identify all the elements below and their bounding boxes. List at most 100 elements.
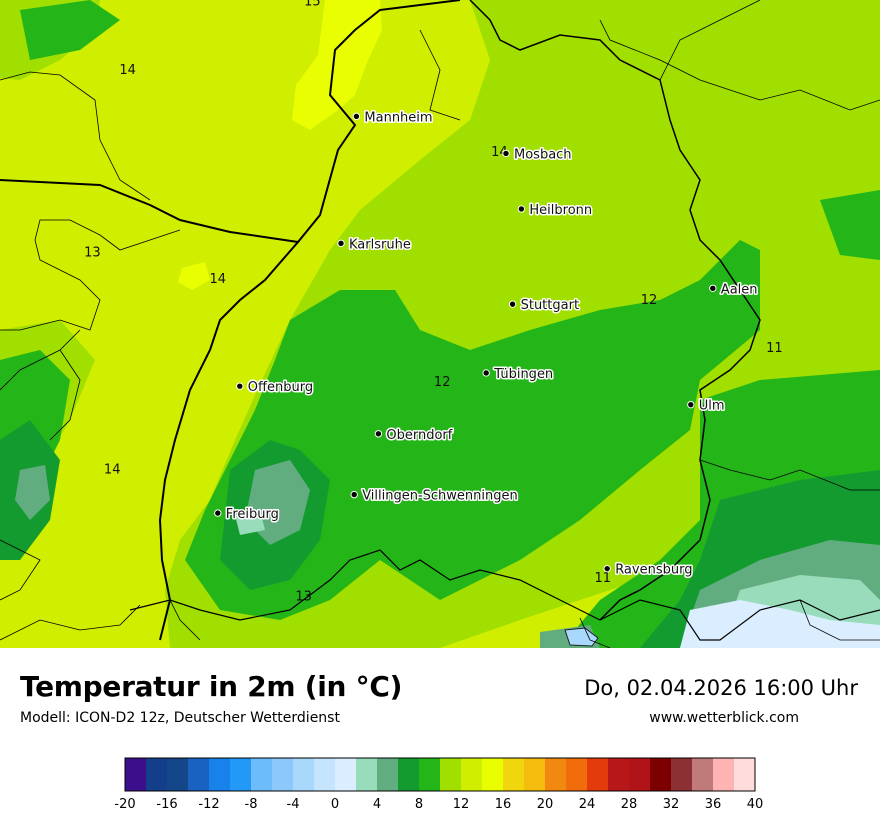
city-label: Mosbach bbox=[514, 147, 572, 162]
field-10-nw bbox=[20, 0, 120, 60]
border-switzerland bbox=[129, 549, 601, 621]
colorbar-tick-label: 36 bbox=[705, 797, 722, 812]
website-link[interactable]: www.wetterblick.com bbox=[649, 710, 799, 726]
city-marker bbox=[709, 284, 717, 292]
field-10-ne bbox=[820, 190, 880, 260]
footer: -20 -16 -12 -8 -4 0 4 8 12 16 20 24 28 32 36 40 Tempera… bbox=[0, 648, 880, 830]
colorbar-swatch bbox=[713, 758, 735, 791]
colorbar-swatch bbox=[461, 758, 483, 791]
colorbar-swatch bbox=[188, 758, 210, 791]
colorbar-swatch bbox=[734, 758, 756, 791]
regional-line-7 bbox=[0, 604, 141, 641]
city-marker bbox=[482, 369, 490, 377]
city-label: Stuttgart bbox=[521, 298, 579, 313]
colorbar-tick-label: 0 bbox=[331, 797, 339, 812]
colorbar-swatch bbox=[692, 758, 714, 791]
colorbar-swatch bbox=[356, 758, 378, 791]
field-6-w bbox=[15, 465, 50, 520]
regional-line-13 bbox=[799, 599, 880, 641]
temperature-field bbox=[0, 0, 880, 648]
colorbar-swatch bbox=[482, 758, 504, 791]
colorbar-tick-label: -16 bbox=[156, 797, 177, 812]
colorbar-tick-label: -4 bbox=[287, 797, 300, 812]
city-label: Heilbronn bbox=[529, 203, 592, 218]
city-label: Karlsruhe bbox=[349, 237, 411, 252]
border-austria bbox=[599, 599, 880, 641]
isotherm-label: 14 bbox=[210, 272, 227, 287]
colorbar-swatch bbox=[230, 758, 252, 791]
colorbar-tick-label: -12 bbox=[198, 797, 219, 812]
isotherm-label: 11 bbox=[766, 341, 783, 356]
borders bbox=[0, 0, 880, 648]
colorbar-frame bbox=[124, 757, 756, 792]
colorbar-swatch bbox=[545, 758, 567, 791]
regional-line-9 bbox=[599, 19, 880, 111]
city-marker bbox=[687, 400, 695, 409]
isotherm-label: 15 bbox=[304, 0, 321, 9]
colorbar-swatch bbox=[419, 758, 441, 791]
field-10-blackforest bbox=[185, 240, 760, 620]
city-marker bbox=[374, 430, 383, 438]
temperature-map: 15 14 14 13 14 12 11 12 14 11 13 Mannheim Mosbach He… bbox=[0, 0, 880, 648]
colorbar-swatch bbox=[629, 758, 651, 791]
colorbar-swatch bbox=[335, 758, 357, 791]
colorbar-tick-label: -20 bbox=[114, 797, 135, 812]
colorbar-tick-label: 32 bbox=[663, 797, 680, 812]
regional-line-11 bbox=[699, 459, 880, 491]
isotherm-label: 14 bbox=[119, 63, 136, 78]
colorbar-tick-label: -8 bbox=[245, 797, 258, 812]
regional-line-10 bbox=[659, 0, 761, 81]
city-label: Mannheim bbox=[364, 110, 432, 125]
city-label: Freiburg bbox=[226, 507, 279, 522]
regional-line-8 bbox=[419, 29, 461, 121]
city-marker bbox=[517, 205, 526, 213]
colorbar-swatch bbox=[293, 758, 315, 791]
colorbar-swatch bbox=[125, 758, 147, 791]
regional-line-4 bbox=[0, 329, 81, 391]
city-marker bbox=[350, 490, 358, 499]
regional-line-5 bbox=[49, 349, 81, 441]
colorbar-swatch bbox=[314, 758, 336, 791]
colorbar-swatch bbox=[272, 758, 294, 791]
city-label: Aalen bbox=[721, 282, 758, 297]
city-label: Oberndorf bbox=[386, 428, 452, 443]
colorbar-swatch bbox=[440, 758, 462, 791]
regional-line-14 bbox=[169, 599, 201, 641]
colorbar-swatch bbox=[251, 758, 273, 791]
city-marker bbox=[236, 382, 244, 390]
colorbar-swatch bbox=[209, 758, 231, 791]
city-marker bbox=[337, 239, 345, 248]
isotherm-label: 12 bbox=[641, 293, 658, 308]
colorbar-ticks: -20 -16 -12 -8 -4 0 4 8 12 16 20 24 28 32 36 40 bbox=[114, 797, 763, 812]
field-4-feldberg bbox=[235, 510, 265, 535]
colorbar-tick-label: 16 bbox=[495, 797, 512, 812]
city-marker bbox=[502, 149, 510, 158]
forecast-datetime: Do, 02.04.2026 16:00 Uhr bbox=[584, 676, 858, 700]
city-markers: Mannheim Mosbach Heilbronn Karlsruhe Aalen St… bbox=[214, 109, 759, 579]
regional-line-12 bbox=[579, 617, 611, 648]
isotherm-label: 14 bbox=[491, 145, 508, 160]
field-warm-rhine-south bbox=[178, 262, 210, 290]
city-marker bbox=[508, 300, 517, 308]
colorbar-swatch bbox=[608, 758, 630, 791]
colorbar-tick-label: 20 bbox=[537, 797, 554, 812]
colorbar-tick-label: 4 bbox=[373, 797, 381, 812]
colorbar-tick-label: 28 bbox=[621, 797, 638, 812]
city-marker bbox=[352, 112, 361, 121]
colorbar-swatch bbox=[146, 758, 168, 791]
colorbar-tick-label: 8 bbox=[415, 797, 423, 812]
isotherm-labels: 15 14 14 13 14 12 11 12 14 11 13 bbox=[84, 0, 783, 604]
city-label: Offenburg bbox=[248, 380, 313, 395]
colorbar-swatch bbox=[167, 758, 189, 791]
colorbar-legend: -20 -16 -12 -8 -4 0 4 8 12 16 20 24 28 32 36 40 bbox=[114, 757, 763, 812]
colorbar-tick-label: 12 bbox=[453, 797, 470, 812]
state-border-bw bbox=[0, 0, 461, 244]
page-title: Temperatur in 2m (in °C) bbox=[20, 670, 403, 703]
city-label: Ravensburg bbox=[615, 563, 692, 578]
isotherm-label: 12 bbox=[434, 375, 451, 390]
colorbar-swatch bbox=[566, 758, 588, 791]
regional-line-3 bbox=[0, 239, 101, 331]
state-border-rhine bbox=[158, 241, 299, 641]
isotherm-label: 11 bbox=[595, 571, 612, 586]
isotherm-label: 13 bbox=[295, 589, 312, 604]
